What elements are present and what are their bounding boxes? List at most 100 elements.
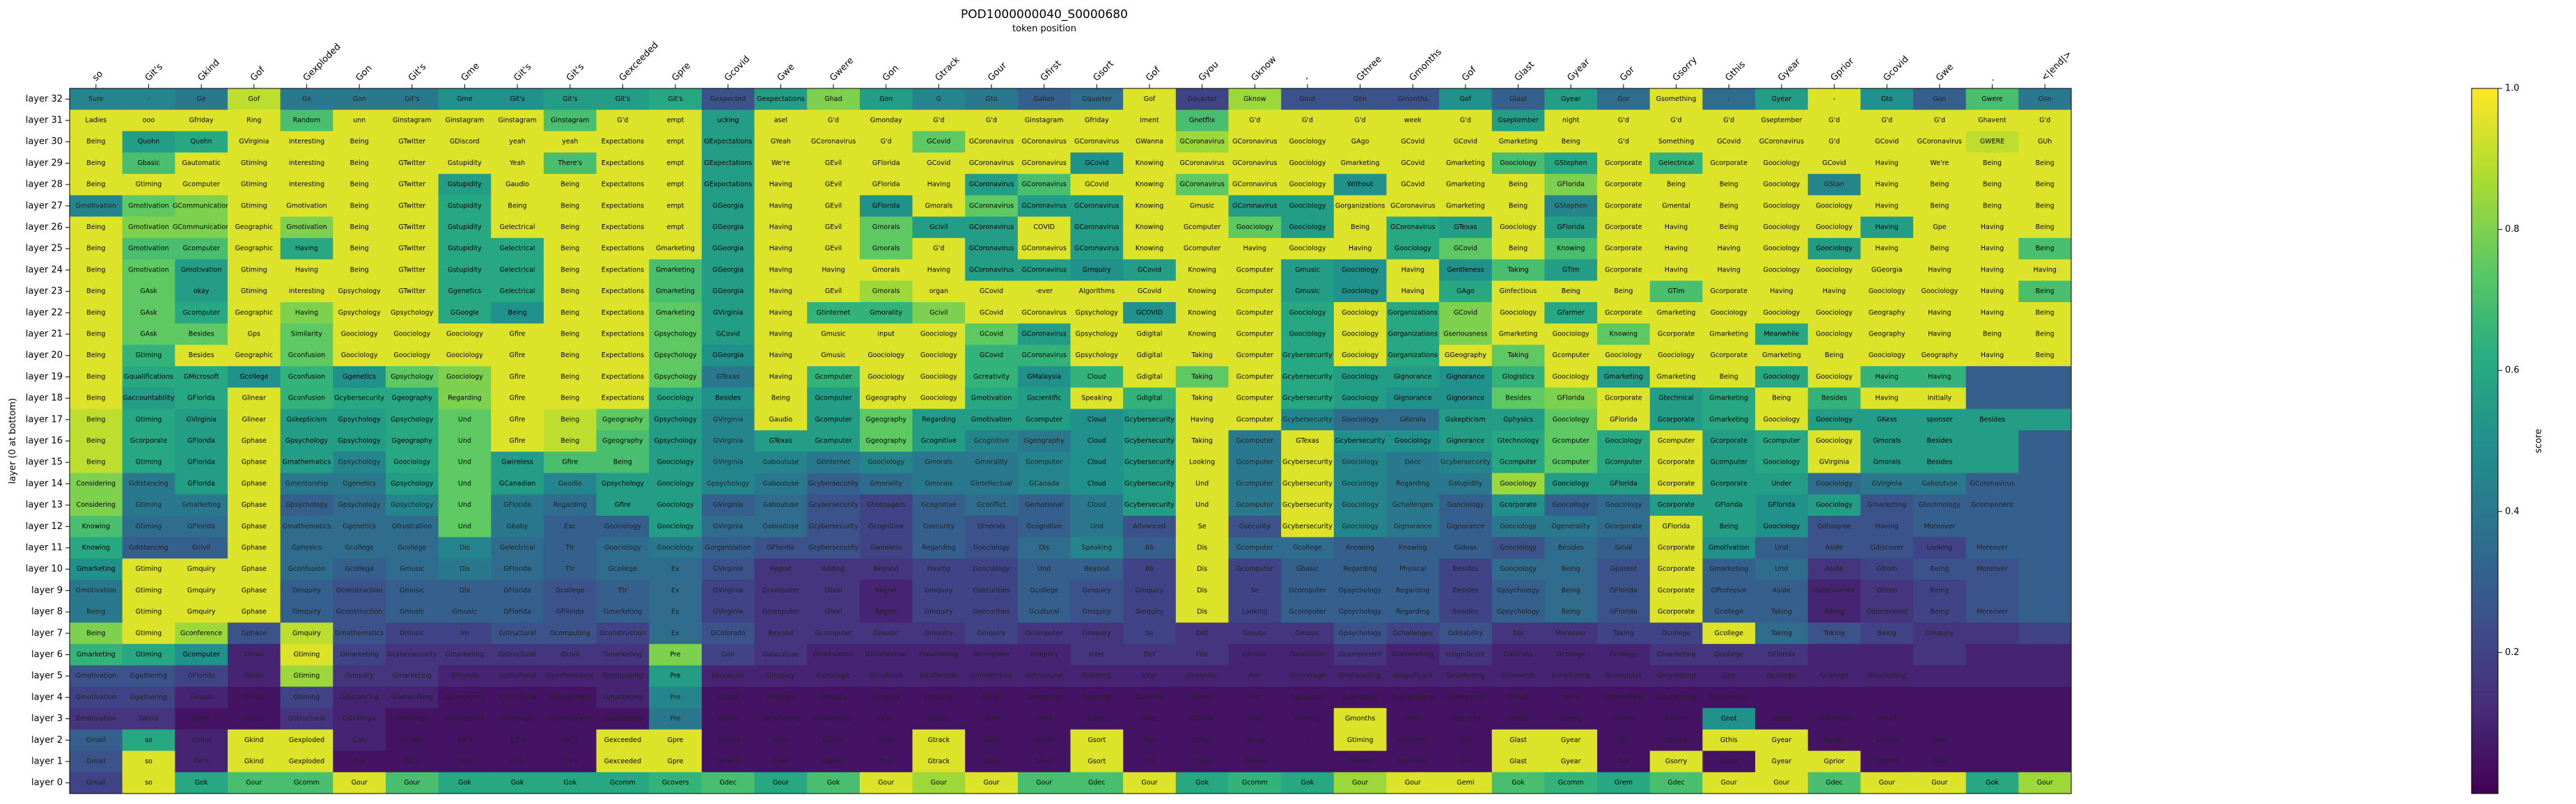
heatmap-cell bbox=[1597, 409, 1651, 431]
heatmap-cell bbox=[754, 131, 808, 153]
cell-label: Gyear bbox=[1561, 95, 1581, 103]
cell-label: Gmarketing bbox=[77, 651, 116, 659]
heatmap-cell bbox=[491, 451, 544, 473]
cell-label: Gmusic bbox=[1243, 651, 1267, 659]
cell-label: Gconfusion bbox=[288, 565, 325, 573]
cell-label: Gsecurity bbox=[923, 523, 955, 530]
heatmap-cell bbox=[701, 580, 755, 602]
heatmap-cell bbox=[1544, 750, 1598, 773]
cell-label: Regarding bbox=[448, 395, 481, 402]
cell-label: Gpsychology bbox=[707, 480, 750, 487]
cell-label: Gfire bbox=[562, 459, 578, 466]
cell-label: Und bbox=[1037, 565, 1051, 573]
heatmap-cell bbox=[175, 387, 228, 409]
heatmap-cell bbox=[1333, 558, 1387, 581]
cell-label: Gstructural bbox=[498, 672, 535, 680]
heatmap-cell bbox=[1175, 644, 1229, 666]
heatmap-cell bbox=[438, 772, 492, 794]
cell-label: Git's bbox=[563, 736, 577, 744]
heatmap-cell bbox=[859, 131, 913, 153]
heatmap-cell bbox=[859, 173, 913, 196]
cell-label: Gyear bbox=[1772, 757, 1792, 765]
cell-label: Gmusic bbox=[400, 629, 424, 637]
cell-label: Goociology bbox=[1763, 181, 1800, 189]
heatmap-cell bbox=[1439, 515, 1493, 538]
cell-label: Being bbox=[2036, 309, 2055, 317]
heatmap-cell bbox=[2018, 259, 2072, 281]
cell-label: Having bbox=[1665, 245, 1688, 253]
heatmap-cell bbox=[1649, 195, 1703, 217]
heatmap-cell bbox=[596, 345, 650, 367]
heatmap-cell bbox=[1070, 601, 1124, 623]
cell-label: GFlorida bbox=[503, 501, 531, 509]
cell-label: G'd bbox=[1881, 117, 1892, 125]
cell-label: Gour bbox=[1773, 779, 1789, 787]
heatmap-cell bbox=[227, 301, 281, 324]
cell-label: Gcollege bbox=[1767, 672, 1796, 680]
cell-label: Gtiming bbox=[241, 159, 267, 167]
cell-label: Gmarketing bbox=[656, 266, 695, 274]
heatmap-cell bbox=[807, 237, 861, 260]
heatmap-cell bbox=[1702, 259, 1756, 281]
cell-label: interesting bbox=[289, 138, 324, 145]
heatmap-cell bbox=[1860, 152, 1914, 175]
heatmap-cell bbox=[1175, 729, 1229, 752]
heatmap-cell bbox=[122, 537, 175, 559]
heatmap-cell bbox=[1860, 345, 1914, 367]
cell-label: Gmail bbox=[1877, 715, 1896, 723]
x-tick-label: Gme bbox=[460, 61, 482, 83]
cell-label: Gstupidity bbox=[448, 202, 482, 210]
cell-label: Goociology bbox=[1342, 287, 1379, 295]
heatmap-cell bbox=[1491, 259, 1545, 281]
cell-label: Gmonths bbox=[1398, 736, 1428, 744]
heatmap-cell bbox=[1755, 237, 1809, 260]
cell-label: Gmorality bbox=[975, 459, 1008, 466]
heatmap-cell bbox=[385, 430, 439, 452]
cell-label: Physical bbox=[1399, 565, 1427, 573]
cell-label: so bbox=[145, 779, 152, 787]
heatmap-cell bbox=[1597, 430, 1651, 452]
cell-label: Goociology bbox=[446, 373, 483, 381]
heatmap-cell bbox=[1070, 131, 1124, 153]
heatmap-cell bbox=[912, 281, 966, 303]
heatmap-cell bbox=[1017, 473, 1071, 495]
cell-label: Goociology bbox=[1289, 223, 1326, 231]
heatmap-cell bbox=[1333, 622, 1387, 645]
heatmap-cell bbox=[1333, 430, 1387, 452]
heatmap-cell bbox=[859, 281, 913, 303]
heatmap-cell bbox=[333, 580, 386, 602]
cell-label: Dis bbox=[1197, 608, 1207, 616]
heatmap-cell bbox=[70, 281, 123, 303]
heatmap-cell bbox=[1965, 686, 2019, 709]
cell-label: Ggathering bbox=[130, 693, 167, 701]
heatmap-cell bbox=[385, 109, 439, 132]
cell-label: Gaboutuse bbox=[763, 651, 799, 659]
cell-label: GFlorida bbox=[872, 159, 900, 167]
cell-label: Gstupidity bbox=[448, 266, 482, 274]
cell-label: GCoronavirus bbox=[1022, 138, 1067, 145]
cell-label: Gtiming bbox=[1347, 736, 1374, 744]
cell-label: Gaccountability bbox=[123, 395, 175, 402]
heatmap-cell bbox=[1755, 323, 1809, 345]
heatmap-cell bbox=[859, 494, 913, 517]
cell-label: Glogistics bbox=[1502, 373, 1534, 381]
cell-label: Gmail bbox=[86, 779, 106, 787]
cell-label: Gcybersecurity bbox=[1124, 501, 1175, 509]
cell-label: Gtreasure bbox=[712, 672, 744, 680]
cell-label: Gexceeded bbox=[604, 757, 641, 765]
cell-label: Knowing bbox=[1188, 287, 1216, 295]
heatmap-cell bbox=[912, 152, 966, 175]
heatmap-cell bbox=[175, 644, 228, 666]
cell-label: GMalaysia bbox=[1027, 373, 1061, 381]
cell-label: Gsort bbox=[1035, 736, 1053, 744]
cell-label: Gcorporate bbox=[1658, 501, 1695, 509]
heatmap-cell bbox=[227, 580, 281, 602]
cell-label: Gdec bbox=[1825, 779, 1842, 787]
heatmap-cell bbox=[1807, 409, 1861, 431]
heatmap-cell bbox=[1544, 729, 1598, 752]
cell-label: Gcybersecurity bbox=[1282, 501, 1333, 509]
y-tick-label: layer 18 bbox=[26, 393, 63, 404]
cell-label: G'd bbox=[1355, 117, 1366, 125]
cell-label: Gmorals bbox=[872, 287, 900, 295]
heatmap-cell bbox=[1649, 515, 1703, 538]
